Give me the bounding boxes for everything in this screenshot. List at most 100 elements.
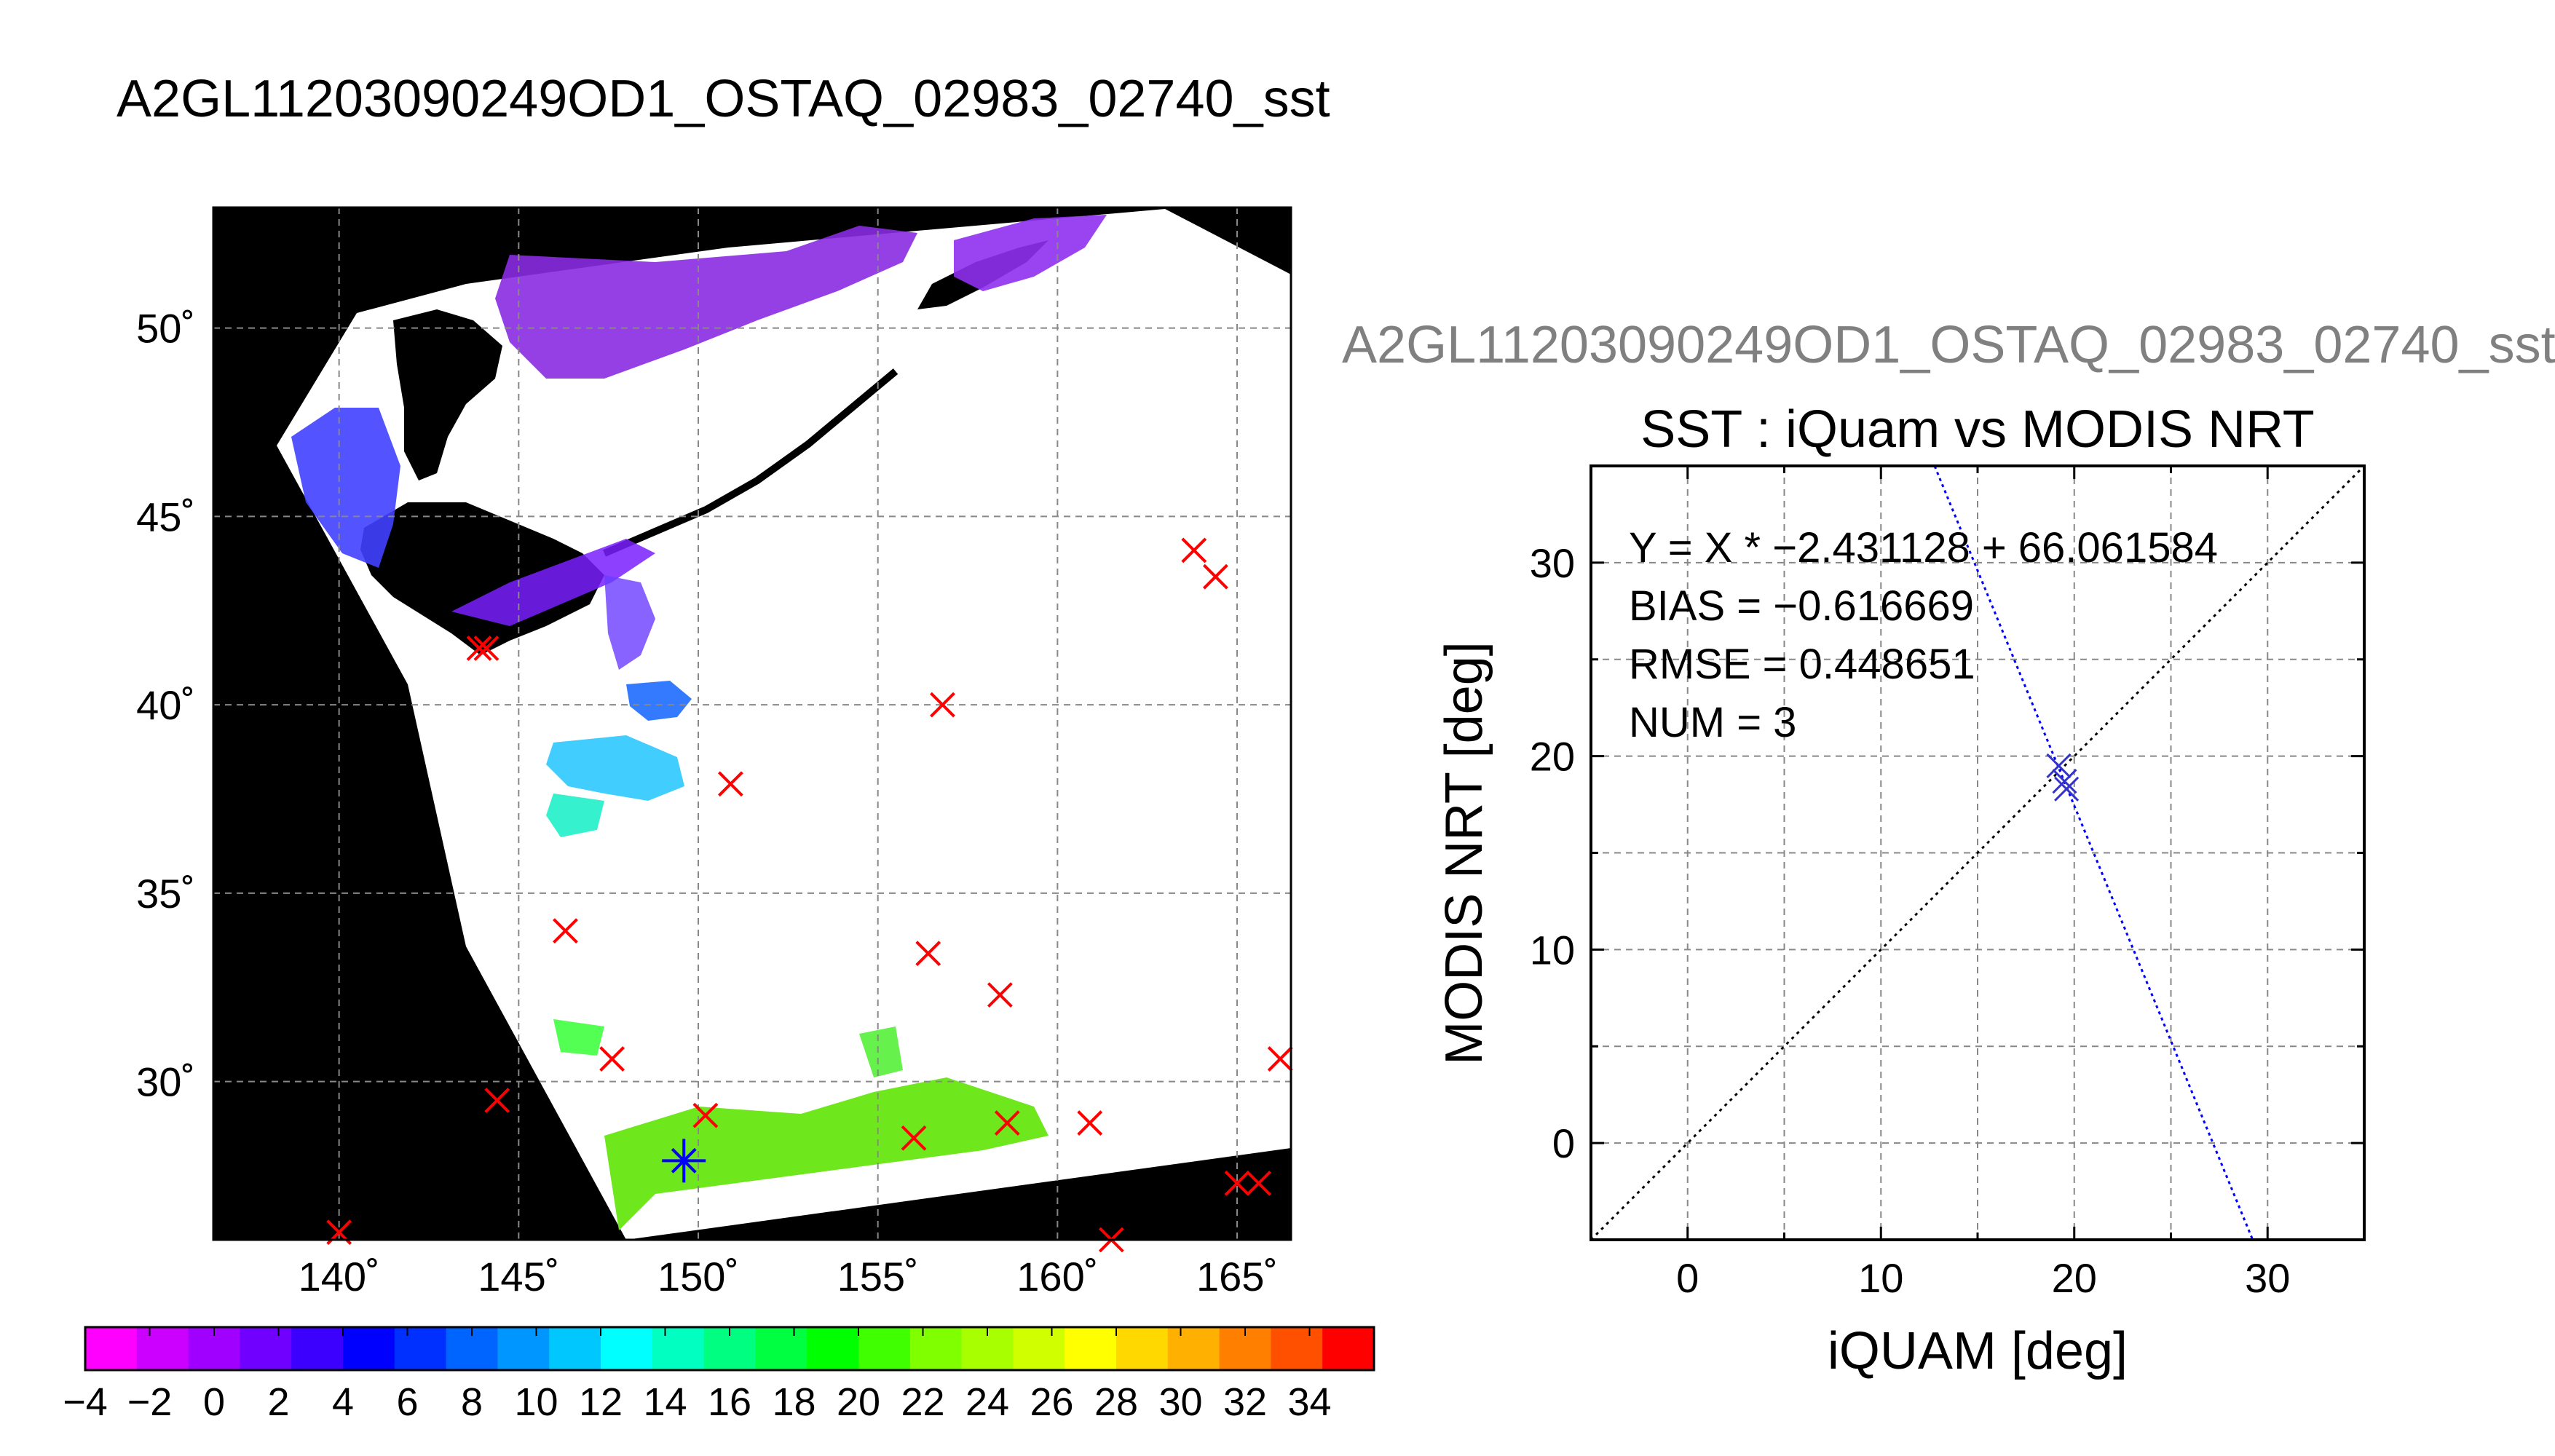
map-panel: 140˚ 145˚ 150˚ 155˚ 160˚ 165˚ 30˚ 35˚ 40˚ 45˚ 50˚: [136, 206, 1293, 1299]
fit-line: [1933, 466, 2254, 1240]
scatter-y-tick-label: 0: [1552, 1120, 1575, 1166]
map-x-tick-label: 145˚: [478, 1254, 559, 1299]
scatter-point: [2046, 753, 2072, 778]
land-hokkaido: [360, 502, 604, 655]
stats-equation: Y = X * −2.431128 + 66.061584: [1629, 524, 2218, 571]
sst-japan-sea: [291, 408, 400, 568]
map-match-marker: [1202, 563, 1228, 590]
main-title: A2GL11203090249OD1_OSTAQ_02983_02740_sst: [117, 70, 1330, 128]
map-match-marker: [1224, 1170, 1250, 1196]
swath-area: [277, 209, 1291, 1240]
sst-blue-patch: [626, 681, 692, 721]
colorbar-cell: [85, 1327, 138, 1370]
map-x-tick-label: 160˚: [1016, 1254, 1098, 1299]
map-plus-marker: [662, 1139, 706, 1183]
colorbar-tick-label: 16: [708, 1380, 751, 1424]
stats-num: NUM = 3: [1629, 699, 1796, 746]
colorbar-cell: [1013, 1327, 1065, 1370]
scatter-points: [2046, 753, 2080, 802]
sst-north-pacific-a: [604, 575, 655, 670]
map-match-marker: [901, 1125, 927, 1151]
map-match-marker: [1077, 1110, 1103, 1136]
colorbar-cell: [240, 1327, 292, 1370]
colorbar-cell: [136, 1327, 189, 1370]
sst-green-east: [859, 1026, 903, 1077]
map-match-marker: [1246, 1170, 1272, 1196]
map-x-tick-label: 150˚: [657, 1254, 739, 1299]
land-sakhalin: [393, 309, 502, 480]
colorbar-cell: [755, 1327, 807, 1370]
map-frame: [212, 206, 1292, 1241]
colorbar-tick-label: 2: [267, 1380, 289, 1424]
colorbar-tick-label: 18: [772, 1380, 816, 1424]
colorbar-tick-label: 32: [1223, 1380, 1267, 1424]
map-match-marker: [553, 918, 578, 944]
colorbar-tick-label: 4: [332, 1380, 354, 1424]
colorbar-cell: [858, 1327, 911, 1370]
colorbar-tick-label: 10: [514, 1380, 558, 1424]
scatter-x-tick-label: 10: [1858, 1255, 1903, 1301]
sst-green-south: [604, 1077, 1049, 1230]
colorbar-tick-label: 28: [1094, 1380, 1138, 1424]
scatter-xlabel: iQUAM [deg]: [1828, 1322, 2128, 1380]
sst-okhotsk: [495, 226, 917, 379]
land-kuril: [603, 368, 899, 557]
map-match-marker: [692, 1102, 719, 1128]
colorbar-cell: [1271, 1327, 1323, 1370]
colorbar-cell: [601, 1327, 653, 1370]
scatter-point: [2054, 776, 2080, 802]
colorbar-cell: [1065, 1327, 1117, 1370]
scatter-x-tick-label: 0: [1676, 1255, 1699, 1301]
colorbar-cell: [497, 1327, 550, 1370]
scatter-grid: [1591, 466, 2364, 1240]
map-tick-labels: 140˚ 145˚ 150˚ 155˚ 160˚ 165˚ 30˚ 35˚ 40˚ 45˚ 50˚: [136, 306, 1278, 1299]
map-match-marker: [1267, 1046, 1293, 1072]
scatter-title: SST : iQuam vs MODIS NRT: [1640, 400, 2315, 459]
scatter-ticks: 0 10 20 30 0 10 20 30: [1530, 464, 2366, 1301]
colorbar-tick-label: 30: [1158, 1380, 1202, 1424]
colorbar-tick-label: 20: [837, 1380, 880, 1424]
map-x-tick-label: 155˚: [837, 1254, 919, 1299]
colorbar-cell: [1116, 1327, 1169, 1370]
map-y-tick-label: 30˚: [136, 1059, 195, 1105]
stats-bias: BIAS = −0.616669: [1629, 582, 1974, 630]
sst-cyan-patch: [546, 735, 684, 801]
map-match-marker: [1181, 537, 1207, 563]
scatter-panel: SST : iQuam vs MODIS NRT 0 10 20 300102030 …: [1435, 400, 2366, 1380]
map-markers: [326, 537, 1293, 1253]
colorbar-tick-label: 26: [1030, 1380, 1073, 1424]
map-match-marker: [994, 1110, 1020, 1136]
map-x-tick-label: 140˚: [299, 1254, 380, 1299]
colorbar-tick-label: 14: [643, 1380, 687, 1424]
colorbar-cell: [807, 1327, 859, 1370]
scatter-point: [2052, 769, 2077, 794]
colorbar-cell: [343, 1327, 395, 1370]
map-match-marker: [599, 1046, 625, 1072]
scatter-y-tick-label: 30: [1530, 540, 1575, 586]
colorbar-tick-label: 12: [579, 1380, 623, 1424]
colorbar-cell: [394, 1327, 447, 1370]
colorbar-cell: [1322, 1327, 1375, 1370]
map-match-marker: [466, 636, 492, 661]
map-match-marker: [717, 771, 743, 797]
scatter-x-tick-label: 20: [2052, 1255, 2097, 1301]
colorbar-tick-label: 34: [1287, 1380, 1331, 1424]
colorbar-tick-label: −2: [127, 1380, 173, 1424]
map-grid: [213, 207, 1291, 1240]
scatter-y-tick-label: 20: [1530, 734, 1575, 780]
stats-rmse: RMSE = 0.448651: [1629, 641, 1975, 688]
map-y-tick-label: 35˚: [136, 871, 195, 917]
scatter-y-tick-label: 10: [1530, 927, 1575, 973]
map-y-tick-label: 40˚: [136, 682, 195, 728]
colorbar-cell: [652, 1327, 705, 1370]
colorbar: −4 −2 0 2 4 6 8 10 12 14 16 18 20 22 24 26 28 30 32 34: [63, 1326, 1375, 1424]
map-match-marker: [915, 941, 941, 967]
colorbar-tick-label: −4: [63, 1380, 108, 1424]
colorbar-tick-label: 8: [461, 1380, 483, 1424]
colorbar-cell: [291, 1327, 344, 1370]
map-match-marker: [930, 692, 955, 718]
sst-green-small: [553, 1019, 604, 1056]
colorbar-tick-label: 24: [965, 1380, 1009, 1424]
map-match-marker: [987, 982, 1013, 1008]
